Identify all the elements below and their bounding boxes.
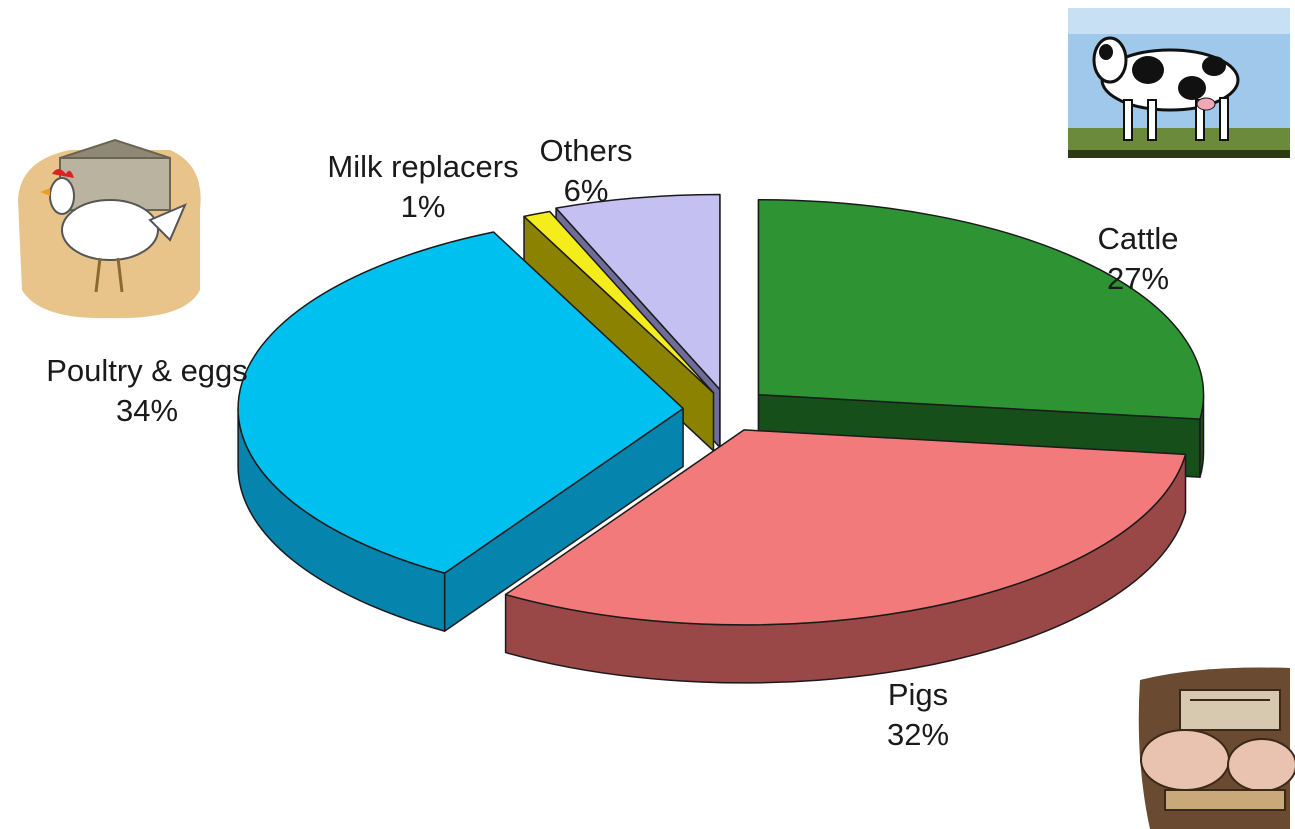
label-poultry-value: 34% xyxy=(116,393,178,428)
pie-slices xyxy=(237,193,1205,684)
slice-poultry-eggs-top xyxy=(237,231,684,574)
label-others-name: Others xyxy=(539,133,632,168)
chicken-clipart xyxy=(18,138,201,319)
slice-others-top xyxy=(555,193,721,391)
label-pigs-value: 32% xyxy=(887,717,949,752)
slice-pigs-top xyxy=(504,429,1187,626)
pigs-clipart xyxy=(1138,667,1295,829)
label-poultry-name: Poultry & eggs xyxy=(46,353,248,388)
label-milk-name: Milk replacers xyxy=(327,149,518,184)
label-cattle-value: 27% xyxy=(1107,261,1169,296)
slice-cattle-top xyxy=(757,198,1205,420)
label-cattle-name: Cattle xyxy=(1098,221,1179,256)
label-others-value: 6% xyxy=(564,173,609,208)
slice-milk-replacers-top xyxy=(523,210,715,394)
cow-clipart xyxy=(1068,8,1290,158)
label-pigs-name: Pigs xyxy=(888,677,948,712)
label-milk-value: 1% xyxy=(401,189,446,224)
pie-labels: Cattle 27% Pigs 32% Poultry & eggs 34% M… xyxy=(46,133,1178,752)
